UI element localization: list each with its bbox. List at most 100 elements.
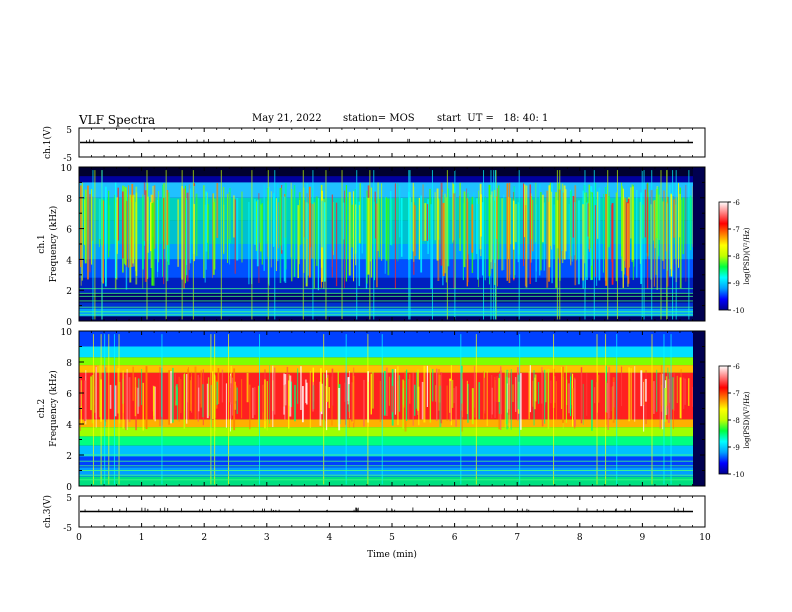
- spectral-streak: [255, 201, 258, 251]
- spectral-streak: [548, 185, 551, 268]
- y-tick-label: 6: [66, 226, 72, 236]
- spectral-streak: [327, 374, 329, 402]
- spectral-streak: [126, 200, 128, 268]
- spectral-streak: [128, 185, 130, 268]
- colorbar-tick-label: -10: [733, 307, 744, 315]
- spectral-streak: [595, 199, 598, 286]
- spectral-streak: [260, 204, 262, 252]
- spectral-streak: [135, 202, 138, 272]
- spectral-streak: [416, 372, 417, 409]
- spectral-streak: [200, 370, 202, 408]
- spectral-streak: [664, 388, 667, 422]
- sferic-spike: [605, 334, 607, 485]
- spectral-streak: [189, 188, 192, 264]
- sferic-spike: [108, 334, 110, 485]
- frequency-band: [79, 365, 705, 373]
- spectral-streak: [474, 373, 476, 418]
- spectral-streak: [534, 377, 536, 410]
- spectral-streak: [353, 375, 355, 424]
- spectral-streak: [137, 387, 139, 414]
- spectral-streak: [305, 202, 308, 287]
- spectral-streak: [596, 191, 599, 239]
- sferic-spike: [672, 170, 674, 320]
- spectral-streak: [378, 198, 381, 258]
- frequency-band: [79, 182, 705, 198]
- spectral-streak: [449, 380, 452, 422]
- sferic-spike: [100, 334, 102, 485]
- spectral-streak: [281, 185, 283, 251]
- panel-ylabel: ch.3(V): [42, 495, 53, 528]
- spectral-streak: [351, 204, 353, 248]
- spectral-streak: [254, 199, 256, 245]
- spectral-streak: [656, 186, 658, 290]
- spectral-streak: [266, 381, 269, 431]
- spectral-streak: [424, 203, 427, 241]
- spectral-streak: [446, 385, 448, 421]
- spectral-streak: [197, 374, 199, 422]
- spectral-streak: [117, 187, 119, 241]
- sferic-spike: [118, 334, 120, 485]
- spectral-streak: [653, 200, 655, 287]
- spectral-streak: [476, 198, 478, 254]
- spectral-streak: [620, 366, 623, 407]
- spectral-streak: [429, 368, 432, 423]
- spectral-streak: [348, 191, 351, 276]
- spectral-streak: [455, 386, 458, 427]
- spectral-streak: [538, 183, 541, 276]
- sferic-spike: [596, 334, 598, 485]
- spectral-streak: [321, 200, 324, 248]
- spectral-streak: [274, 367, 276, 415]
- y-tick-label: 5: [66, 494, 72, 504]
- spectral-streak: [227, 193, 229, 263]
- spectral-streak: [543, 202, 545, 271]
- spectral-streak: [315, 196, 318, 266]
- spectral-streak: [547, 369, 550, 430]
- spectral-streak: [206, 383, 209, 419]
- spectral-streak: [174, 373, 176, 401]
- sferic-spike: [675, 170, 677, 320]
- spectral-streak: [207, 377, 210, 417]
- spectral-streak: [445, 197, 447, 283]
- spectral-streak: [444, 193, 446, 274]
- sferic-spike: [651, 334, 653, 485]
- sferic-spike: [267, 170, 269, 320]
- spectral-streak: [389, 190, 392, 246]
- spectral-streak: [520, 373, 522, 430]
- spectral-streak: [643, 379, 645, 406]
- spectral-streak: [471, 204, 474, 253]
- spectrogram-edge: [693, 167, 705, 321]
- spectral-streak: [305, 196, 307, 284]
- spectral-streak: [132, 366, 134, 401]
- ch2-spectrogram-panel: [78, 330, 706, 487]
- spectral-streak: [524, 184, 526, 238]
- spectral-streak: [275, 198, 277, 272]
- spectral-streak: [586, 372, 588, 416]
- spectral-streak: [258, 193, 260, 283]
- ch3-voltage-panel: [78, 495, 706, 528]
- spectral-streak: [394, 183, 396, 289]
- spectral-streak: [204, 204, 206, 283]
- colorbar-tick-label: -8: [733, 253, 740, 261]
- spectral-streak: [423, 365, 426, 423]
- panel-ylabel: ch.2: [37, 399, 47, 418]
- spectral-streak: [545, 369, 547, 403]
- spectral-streak: [114, 182, 117, 279]
- spectral-streak: [372, 371, 374, 409]
- sferic-spike: [373, 170, 375, 320]
- spectral-streak: [89, 194, 91, 273]
- spectral-streak: [598, 187, 601, 281]
- spectral-streak: [344, 382, 347, 402]
- spectral-streak: [159, 366, 161, 427]
- spectral-streak: [273, 193, 275, 246]
- spectral-streak: [258, 385, 260, 428]
- spectral-streak: [666, 373, 669, 409]
- spectral-streak: [241, 379, 243, 419]
- spectral-streak: [427, 204, 429, 241]
- spectral-streak: [268, 186, 270, 286]
- spectral-streak: [413, 186, 415, 262]
- sferic-spike: [381, 334, 383, 485]
- sferic-spike: [259, 334, 261, 485]
- spectral-streak: [437, 198, 440, 240]
- sferic-spike: [302, 170, 304, 320]
- spectral-streak: [662, 199, 663, 262]
